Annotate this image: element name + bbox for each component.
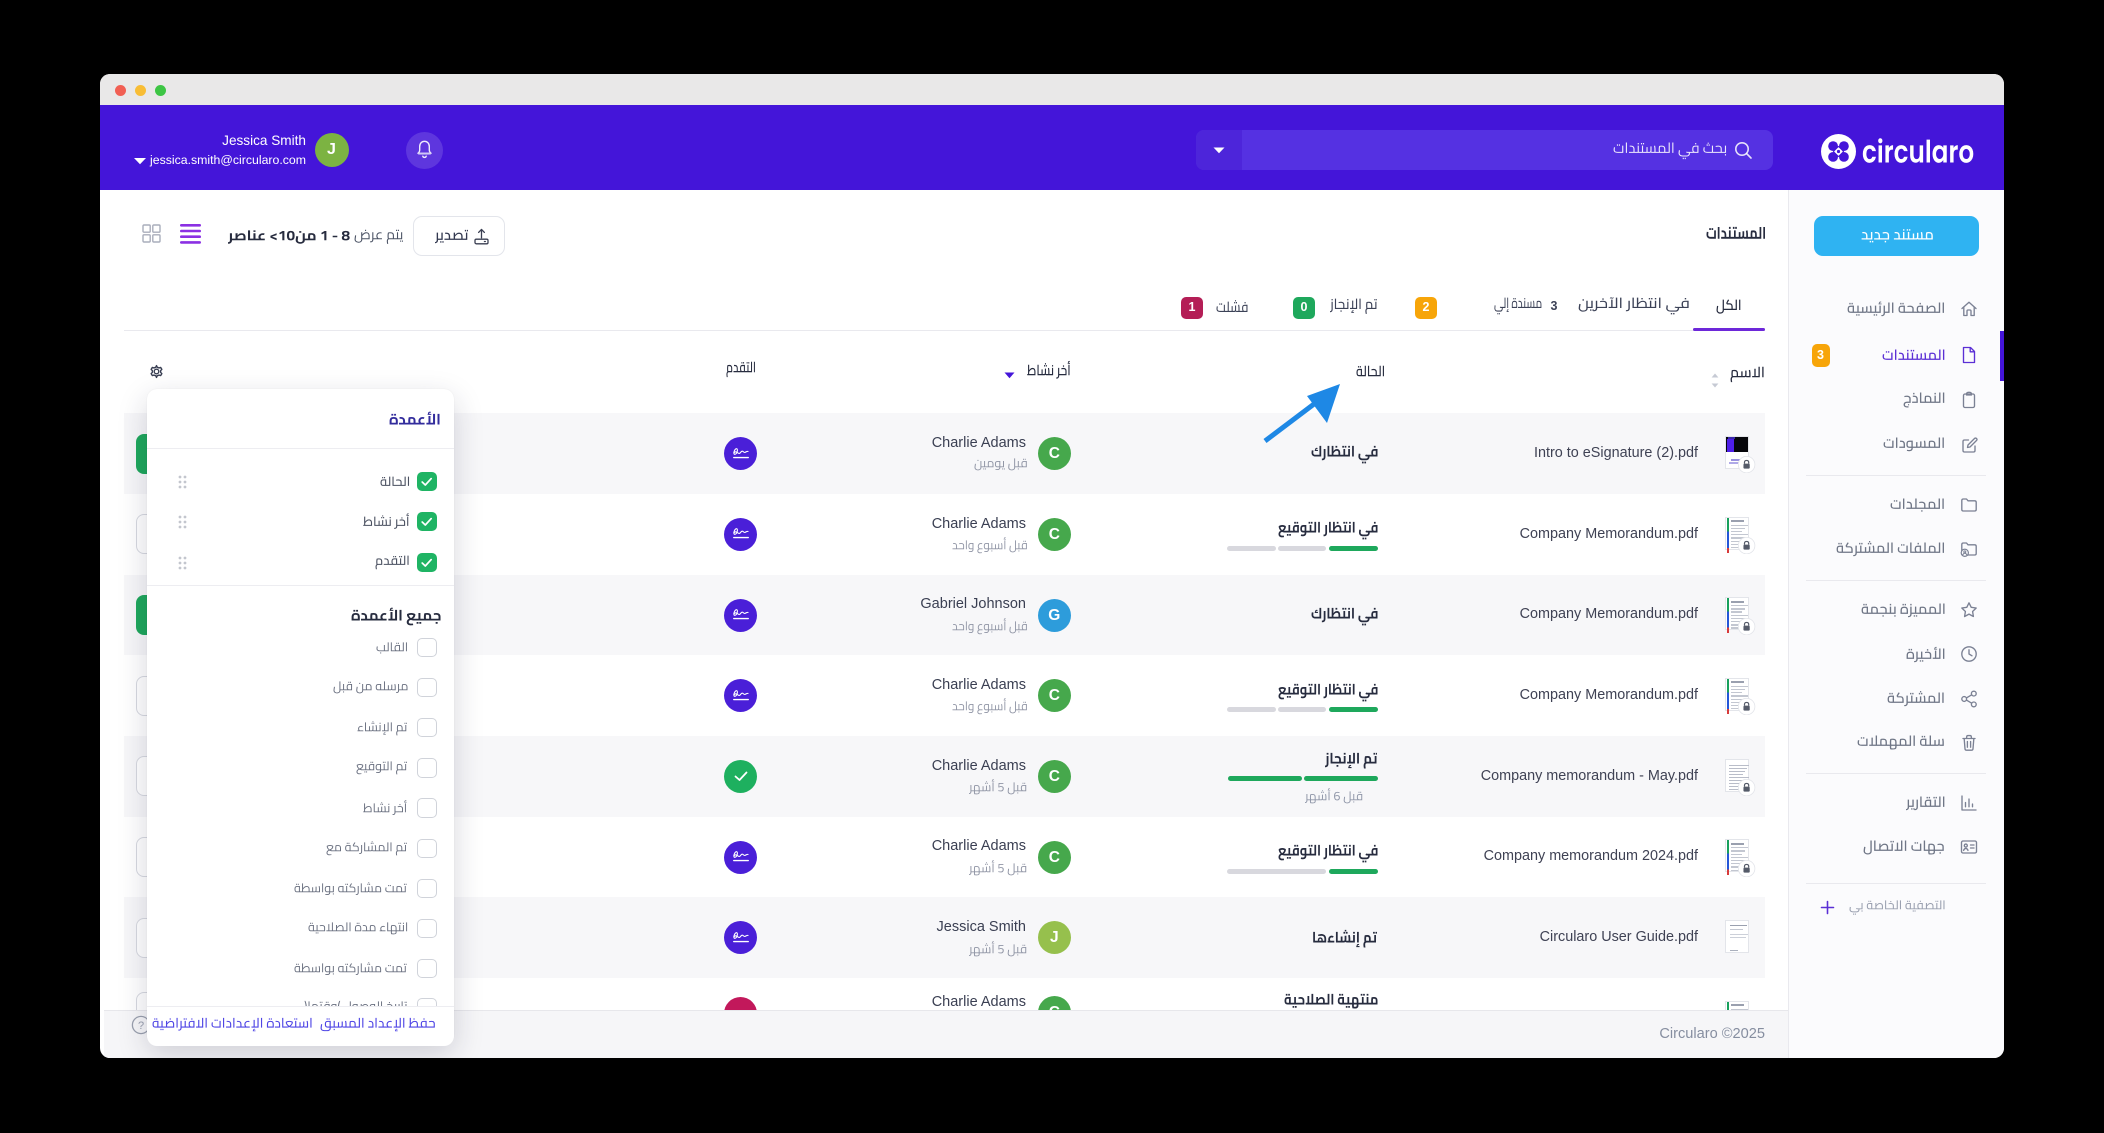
- svg-text:?: ?: [138, 1020, 144, 1032]
